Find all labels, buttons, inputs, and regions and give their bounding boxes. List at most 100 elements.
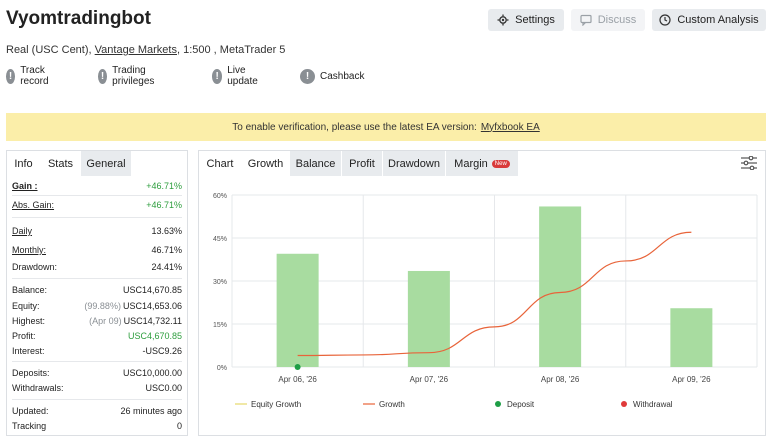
- legend-label: Withdrawal: [633, 400, 673, 409]
- custom-analysis-button[interactable]: Custom Analysis: [652, 9, 766, 31]
- custom-analysis-label: Custom Analysis: [677, 14, 759, 26]
- stat-value: -USC9.26: [142, 346, 182, 356]
- stats-panel: Info Stats General Gain : +46.71% Abs. Ga…: [6, 150, 188, 436]
- legend-swatch: [621, 401, 627, 407]
- badge-live-update[interactable]: ! Live update: [212, 65, 263, 87]
- stat-value: USC14,653.06: [122, 301, 182, 311]
- badge-track-record[interactable]: ! Track record: [6, 65, 54, 87]
- stat-label[interactable]: Gain :: [12, 181, 38, 191]
- legend-label: Growth: [379, 400, 405, 409]
- stat-label: Interest:: [12, 346, 45, 356]
- stat-label[interactable]: Monthly:: [12, 245, 47, 255]
- stat-label: Updated:: [12, 406, 49, 416]
- badge-cashback[interactable]: ! Cashback: [300, 67, 364, 85]
- badge-label: Cashback: [320, 70, 365, 82]
- divider: [12, 195, 182, 196]
- stat-label: Highest:: [12, 316, 46, 326]
- badge-label: Track record: [20, 65, 49, 87]
- notice-text: To enable verification, please use the l…: [232, 121, 477, 133]
- stat-row-tracking: Tracking 0: [12, 421, 182, 431]
- broker-link[interactable]: Vantage Markets: [94, 44, 177, 56]
- stat-row-withdrawals: Withdrawals: USC0.00: [12, 383, 182, 393]
- settings-label: Settings: [515, 14, 555, 26]
- divider: [12, 361, 182, 362]
- tab-balance[interactable]: Balance: [290, 151, 341, 176]
- gear-icon: [497, 14, 509, 26]
- chat-icon: [580, 14, 592, 26]
- x-tick-label: Apr 06, '26: [278, 375, 317, 384]
- growth-bar: [670, 308, 713, 367]
- stat-label: Drawdown:: [12, 262, 58, 272]
- y-tick-label: 0%: [217, 365, 227, 372]
- stat-label: Tracking: [12, 421, 47, 431]
- divider: [12, 278, 182, 279]
- divider: [12, 399, 182, 400]
- settings-button[interactable]: Settings: [488, 9, 564, 31]
- exclamation-icon: !: [98, 68, 108, 84]
- discuss-button[interactable]: Discuss: [571, 9, 645, 31]
- stat-value: USC4,670.85: [127, 331, 182, 341]
- tab-general[interactable]: General: [81, 151, 131, 176]
- clock-icon: [659, 14, 671, 26]
- tab-stats[interactable]: Stats: [41, 151, 80, 176]
- y-tick-label: 15%: [213, 322, 227, 329]
- verification-notice: To enable verification, please use the l…: [6, 113, 766, 141]
- discuss-label: Discuss: [597, 14, 637, 26]
- myfxbook-ea-link[interactable]: Myfxbook EA: [480, 121, 540, 133]
- exclamation-icon: !: [212, 68, 223, 84]
- chart-settings-icon[interactable]: [741, 156, 757, 170]
- tab-drawdown[interactable]: Drawdown: [383, 151, 445, 176]
- tab-profit[interactable]: Profit: [342, 151, 382, 176]
- divider: [12, 217, 182, 218]
- account-subtitle: Real (USC Cent), Vantage Markets, 1:500 …: [6, 44, 285, 56]
- growth-line: [297, 231, 692, 357]
- stat-label: Deposits:: [12, 368, 50, 378]
- x-tick-label: Apr 08, '26: [541, 375, 580, 384]
- tab-info[interactable]: Info: [7, 151, 40, 176]
- exclamation-icon: !: [6, 68, 16, 84]
- stats-tabs: Info Stats General: [7, 151, 132, 176]
- stat-row-gain: Gain : +46.71%: [12, 181, 182, 191]
- legend-swatch: [495, 401, 501, 407]
- stat-row-balance: Balance: USC14,670.85: [12, 285, 182, 295]
- highest-date: (Apr 09): [89, 316, 122, 326]
- stat-row-deposits: Deposits: USC10,000.00: [12, 368, 182, 378]
- stat-label[interactable]: Abs. Gain:: [12, 200, 55, 210]
- stat-row-drawdown: Drawdown: 24.41%: [12, 262, 182, 272]
- equity-percent: (99.88%): [84, 301, 121, 311]
- stat-row-highest: Highest: (Apr 09) USC14,732.11: [12, 316, 182, 326]
- stat-value: USC10,000.00: [122, 368, 182, 378]
- stat-value: 13.63%: [151, 226, 182, 236]
- tab-margin[interactable]: Margin New: [446, 151, 518, 176]
- deposit-point: [294, 364, 301, 370]
- leverage-platform: , 1:500 , MetaTrader 5: [176, 44, 286, 56]
- exclamation-icon: !: [300, 68, 315, 84]
- stat-row-interest: Interest: -USC9.26: [12, 346, 182, 356]
- stat-value: 24.41%: [151, 262, 182, 272]
- stat-value: +46.71%: [146, 200, 182, 210]
- growth-chart: 0% 15% 30% 45% 60% Apr 06, '26 Apr 07, '26 Apr …: [213, 193, 758, 409]
- x-tick-label: Apr 07, '26: [410, 375, 449, 384]
- stat-value: 26 minutes ago: [120, 406, 182, 416]
- legend-label: Deposit: [507, 400, 535, 409]
- stat-label: Equity:: [12, 301, 40, 311]
- stat-row-monthly: Monthly: 46.71%: [12, 245, 182, 255]
- badge-label: Live update: [227, 65, 258, 87]
- tab-margin-label: Margin: [454, 157, 488, 170]
- stat-label[interactable]: Daily: [12, 226, 33, 236]
- stat-value: +46.71%: [146, 181, 182, 191]
- tab-growth[interactable]: Growth: [242, 151, 289, 176]
- stat-label: Balance:: [12, 285, 48, 295]
- x-tick-label: Apr 09, '26: [672, 375, 711, 384]
- badge-trading-privileges[interactable]: ! Trading privileges: [98, 65, 160, 87]
- account-title: Vyomtradingbot: [6, 8, 151, 29]
- growth-bar: [539, 206, 582, 367]
- y-tick-label: 30%: [213, 279, 227, 286]
- stat-row-abs-gain: Abs. Gain: +46.71%: [12, 200, 182, 210]
- y-tick-label: 45%: [213, 236, 227, 243]
- tab-chart[interactable]: Chart: [199, 151, 241, 176]
- chart-panel: Chart Growth Balance Profit Drawdown Mar…: [198, 150, 766, 436]
- growth-bar: [276, 253, 319, 367]
- legend-label: Equity Growth: [251, 400, 301, 409]
- new-badge: New: [491, 159, 510, 168]
